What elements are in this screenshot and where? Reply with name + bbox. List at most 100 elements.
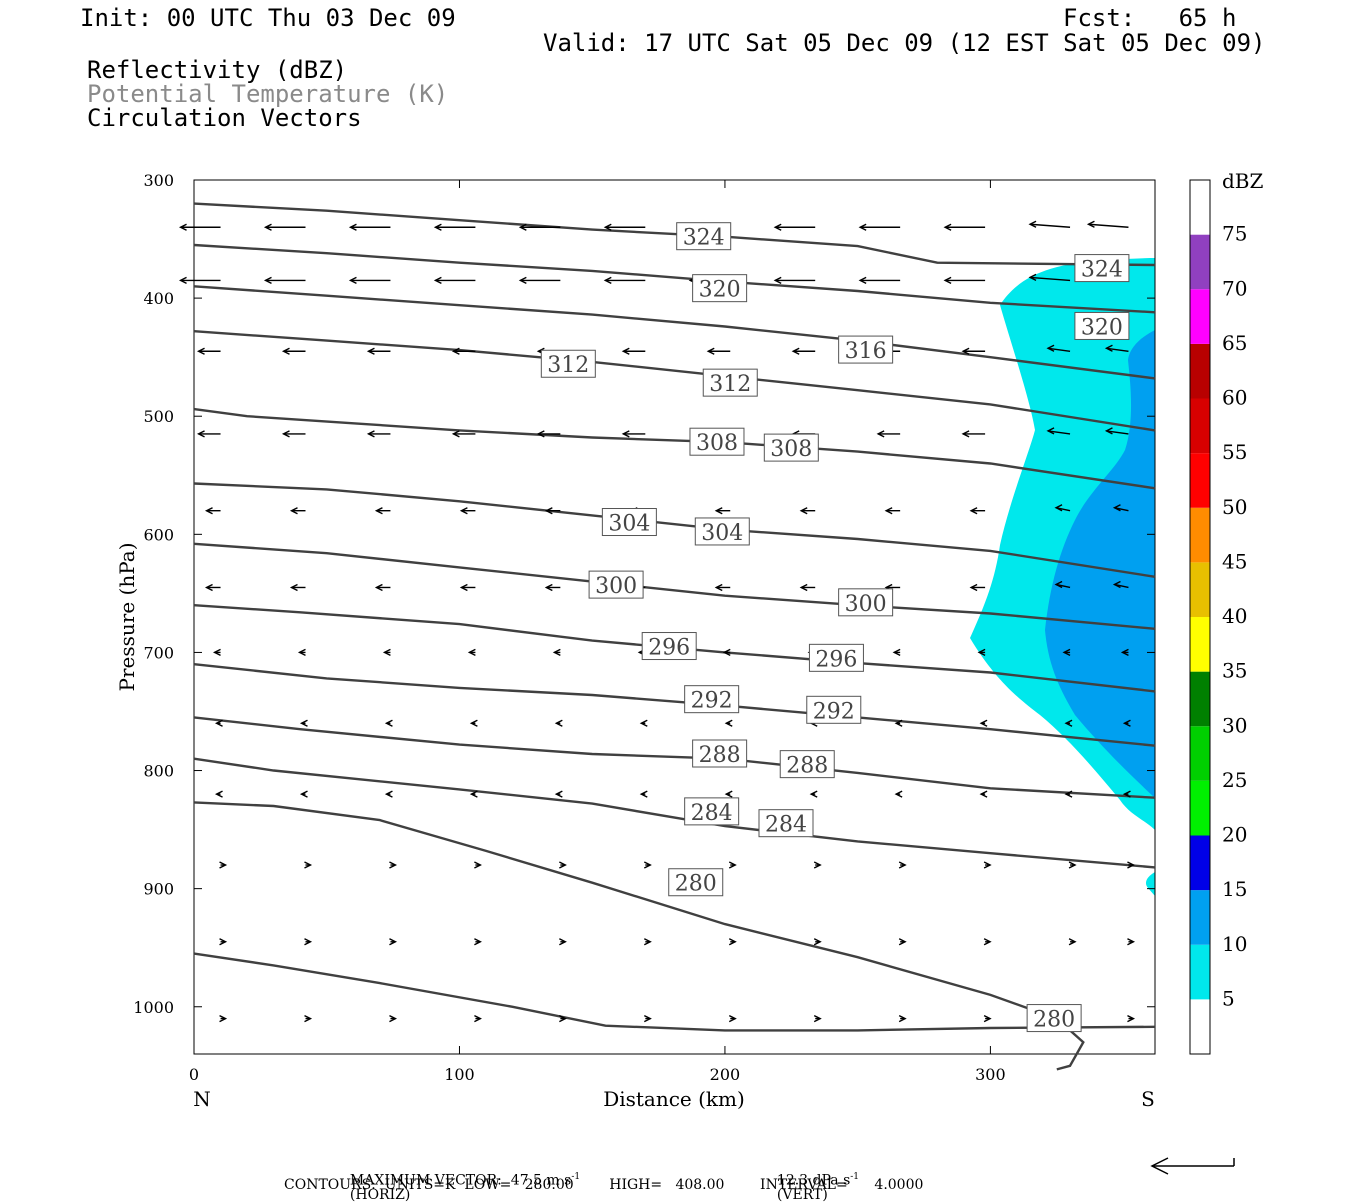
contour-label-box (668, 868, 724, 897)
circulation-vector-head (983, 861, 992, 869)
colorbar-label-15: 15 (1222, 877, 1247, 901)
colorbar-label-5: 5 (1222, 986, 1235, 1010)
circulation-vector-head (289, 583, 298, 592)
contour-label-324: 324 (1081, 258, 1123, 283)
colorbar-label-40: 40 (1222, 604, 1247, 628)
y-tick-label-800: 800 (143, 762, 174, 781)
circulation-vector-head (643, 938, 652, 946)
circulation-vector-head (459, 583, 468, 592)
circulation-vector-head (552, 648, 561, 657)
circulation-vector-head (204, 583, 213, 592)
colorbar-title: dBZ (1222, 169, 1264, 193)
circulation-vector-head (384, 790, 393, 798)
circulation-vector-head (884, 507, 893, 515)
contour-label-300: 300 (845, 592, 887, 617)
contour-label-box (758, 809, 814, 838)
colorbar-cell-50 (1190, 453, 1210, 508)
circulation-vector-head (961, 430, 970, 438)
circulation-vector-head (1028, 220, 1037, 228)
circulation-vector-head (943, 276, 952, 285)
colorbar-cell-15 (1190, 835, 1210, 891)
colorbar-label-50: 50 (1222, 495, 1247, 519)
colorbar-label-35: 35 (1222, 659, 1247, 683)
contour-label-284: 284 (691, 801, 733, 826)
circulation-vector-head (898, 861, 907, 869)
circulation-vector-head (1064, 790, 1073, 798)
contour-label-320: 320 (699, 278, 741, 303)
circulation-vector-head (1112, 580, 1121, 589)
circulation-vector-head (876, 430, 885, 438)
contour-label-312: 312 (547, 353, 589, 378)
circulation-vector-head (559, 861, 567, 869)
y-tick-label-600: 600 (143, 525, 174, 544)
circulation-vector-head (178, 276, 187, 285)
circulation-vector-head (518, 276, 527, 285)
contour-label-box (684, 685, 740, 714)
max-vector-horiz-exponent: -1 (571, 1172, 581, 1182)
colorbar-label-65: 65 (1222, 331, 1247, 355)
contour-label-box (806, 695, 862, 724)
max-vector-vert-value: 12.3 dPa s (776, 1172, 851, 1189)
forecast-hour: Fcst: 65 h (1063, 4, 1237, 32)
y-tick-label-400: 400 (143, 289, 174, 308)
colorbar-label-45: 45 (1222, 549, 1247, 573)
circulation-vector-head (544, 583, 553, 592)
contour-label-308: 308 (696, 431, 738, 456)
colorbar-cell-70 (1190, 234, 1210, 290)
circulation-vector-head (858, 223, 867, 231)
circulation-vector-head (459, 507, 468, 515)
circulation-vector-head (384, 719, 393, 727)
circulation-vector (1088, 223, 1129, 228)
circulation-vector (1106, 347, 1129, 352)
circulation-vector-head (799, 507, 808, 515)
colorbar-cell-35 (1190, 617, 1210, 672)
circulation-vector (1047, 347, 1071, 352)
circulation-vector-head (809, 790, 818, 798)
x-tick-label-0: 0 (189, 1065, 199, 1084)
circulation-vector-head (178, 223, 187, 231)
circulation-vector-head (1127, 861, 1136, 869)
circulation-vector-head (474, 938, 482, 946)
circulation-vector-head (212, 648, 221, 657)
circulation-vector-head (892, 648, 901, 657)
circulation-vector-head (773, 276, 782, 285)
circulation-vector-head (433, 276, 442, 285)
reflectivity-fill (970, 258, 1155, 896)
circulation-vector-head (196, 347, 205, 355)
max-vector-vert-exponent: -1 (850, 1172, 860, 1182)
theta-contour-300 (193, 542, 1156, 630)
south-end-label: S (1141, 1087, 1155, 1111)
circulation-vector-head (813, 861, 822, 869)
colorbar-cell-blank (1190, 999, 1210, 1054)
circulation-vector-head (603, 276, 612, 285)
y-tick-label-700: 700 (143, 643, 174, 662)
circulation-vector-head (894, 719, 903, 727)
max-vector-horiz-tag: (HORIZ) (349, 1186, 411, 1203)
circulation-vector-head (1122, 790, 1131, 798)
colorbar-cell-65 (1190, 289, 1210, 344)
circulation-vector-head (214, 790, 223, 798)
circulation-vector-head (722, 648, 731, 657)
contour-label-box (692, 739, 748, 768)
circulation-vector-head (204, 507, 213, 515)
circulation-vector-head (969, 507, 978, 515)
contour-label-284: 284 (765, 813, 807, 838)
circulation-vector-head (289, 507, 298, 515)
contour-label-box (689, 427, 745, 456)
init-time: Init: 00 UTC Thu 03 Dec 09 (80, 4, 456, 32)
circulation-vector-head (639, 790, 648, 798)
colorbar-label-60: 60 (1222, 386, 1247, 410)
circulation-vector-head (724, 719, 733, 727)
contour-label-box (1026, 1004, 1082, 1033)
circulation-vector-head (297, 648, 306, 657)
circulation-vector-head (1068, 938, 1077, 946)
colorbar-cell-25 (1190, 726, 1210, 781)
x-tick-label-300: 300 (975, 1065, 1006, 1084)
contour-labels: 324 324 320 320 316 312 312 308 308 304 304 300 300 2… (540, 222, 1130, 1033)
contour-info: CONTOURS: UNITS=K LOW= 280.00 HIGH= 408.… (284, 1177, 924, 1193)
circulation-vector-head (961, 347, 970, 355)
circulation-vector-head (304, 1014, 313, 1023)
circulation-vector-head (281, 430, 290, 438)
y-tick-label-1000: 1000 (133, 998, 174, 1017)
